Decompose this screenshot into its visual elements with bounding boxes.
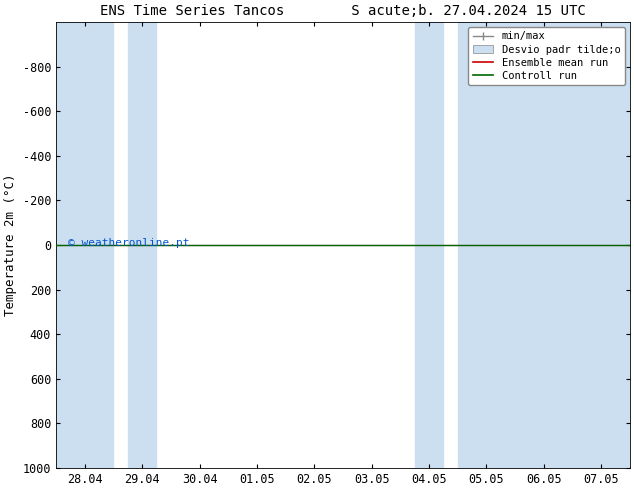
Y-axis label: Temperature 2m (°C): Temperature 2m (°C) [4,174,17,316]
Title: ENS Time Series Tancos        S acute;b. 27.04.2024 15 UTC: ENS Time Series Tancos S acute;b. 27.04.… [100,4,586,18]
Text: © weatheronline.pt: © weatheronline.pt [68,238,189,248]
Legend: min/max, Desvio padr tilde;o, Ensemble mean run, Controll run: min/max, Desvio padr tilde;o, Ensemble m… [469,27,624,85]
Bar [56,22,113,468]
Bar [458,22,515,468]
Bar [128,22,157,468]
Bar [415,22,443,468]
Bar [515,22,630,468]
